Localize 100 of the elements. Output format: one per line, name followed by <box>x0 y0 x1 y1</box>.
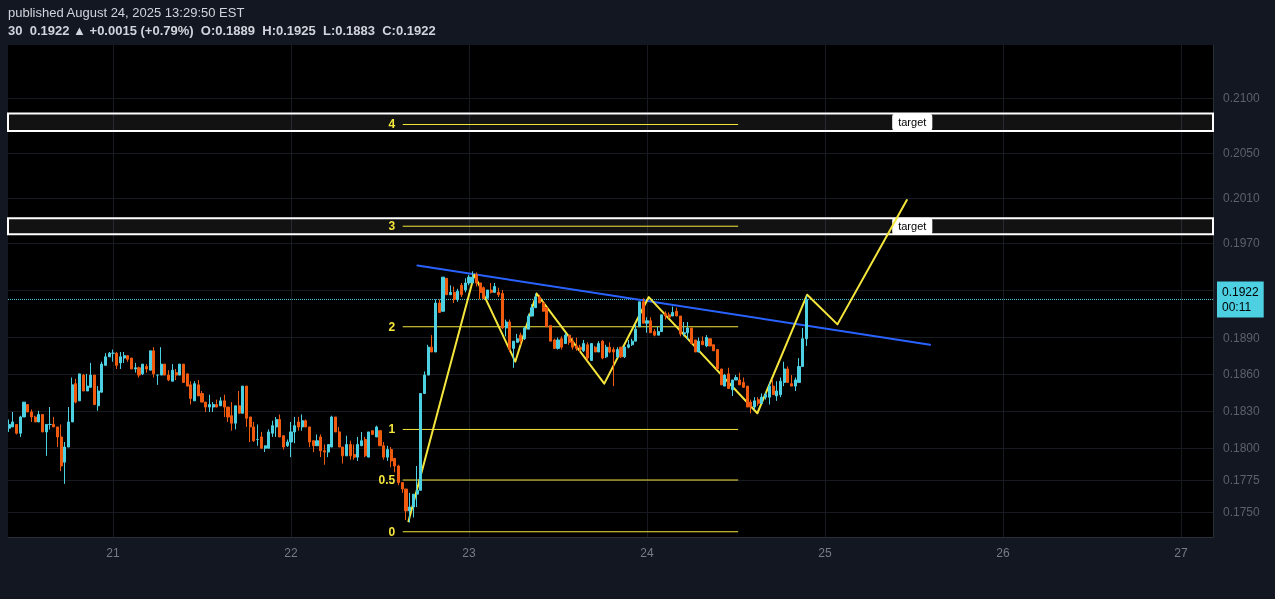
candlestick <box>642 297 645 324</box>
candlestick <box>234 405 237 430</box>
candlestick <box>119 351 122 370</box>
candlestick <box>664 310 667 321</box>
candlestick <box>375 425 378 438</box>
candlestick <box>193 380 196 402</box>
candlestick <box>731 379 734 397</box>
candlestick <box>386 445 389 462</box>
y-tick-label: 0.2100 <box>1223 91 1261 106</box>
candlestick <box>171 363 174 382</box>
candlestick <box>275 416 278 438</box>
candlestick <box>560 335 563 351</box>
candlestick <box>260 431 263 449</box>
candlestick <box>137 366 141 379</box>
candlestick <box>671 306 674 317</box>
candlestick <box>256 423 259 447</box>
series-label: 1 <box>388 422 396 437</box>
candlestick <box>345 435 348 457</box>
band-label: target <box>898 116 927 129</box>
candlestick <box>686 321 689 341</box>
candlestick <box>241 385 244 414</box>
y-tick-label: 0.1775 <box>1223 473 1261 488</box>
x-tick-label: 24 <box>640 546 654 560</box>
candlestick <box>490 282 493 295</box>
candlestick <box>597 340 600 353</box>
candlestick <box>638 301 641 328</box>
candlestick <box>130 357 133 370</box>
series-label: 0 <box>388 524 396 539</box>
candlestick <box>619 346 623 359</box>
y-tick-label: 0.2010 <box>1223 190 1261 205</box>
candlestick <box>775 380 778 402</box>
candlestick <box>223 394 226 418</box>
ref-line-label: 0.1922 00:11 <box>1222 284 1260 314</box>
y-tick-label: 0.1800 <box>1223 441 1261 456</box>
y-tick-label: 0.1830 <box>1223 403 1261 418</box>
candlestick <box>649 316 652 334</box>
candlestick <box>605 344 608 359</box>
candlestick <box>60 423 63 472</box>
candlestick <box>556 337 560 351</box>
candlestick <box>445 277 448 296</box>
x-tick-label: 21 <box>106 546 121 560</box>
y-tick-label: 0.2050 <box>1223 146 1261 161</box>
candlestick <box>612 346 615 387</box>
series-label: 2 <box>388 319 396 334</box>
candlestick <box>683 321 686 337</box>
candlestick <box>701 335 704 346</box>
candlestick <box>760 392 763 404</box>
candlestick <box>786 366 789 383</box>
candlestick <box>297 416 300 432</box>
x-tick-label: 23 <box>462 546 476 560</box>
candlestick <box>41 413 44 433</box>
candlestick <box>738 372 741 386</box>
candlestick <box>364 436 367 458</box>
candlestick <box>78 373 81 402</box>
x-tick-label: 27 <box>1174 546 1188 560</box>
series-label: 0.5 <box>378 473 396 488</box>
candlestick <box>616 346 619 359</box>
candlestick <box>208 394 211 413</box>
candlestick <box>349 440 352 461</box>
candlestick <box>145 363 148 374</box>
candlestick <box>586 341 589 361</box>
candlestick <box>564 332 567 345</box>
candlestick <box>11 411 14 428</box>
text: published August 24, 2025 13:29:50 EST <box>8 5 245 20</box>
candlestick <box>371 430 374 435</box>
candlestick <box>182 363 185 383</box>
x-tick-label: 25 <box>818 546 832 560</box>
candlestick <box>111 349 115 363</box>
candlestick <box>315 433 319 447</box>
candlestick <box>115 351 118 370</box>
candlestick <box>238 390 241 414</box>
candlestick <box>790 374 793 387</box>
candlestick <box>289 421 293 458</box>
candlestick <box>367 431 370 458</box>
candlestick <box>230 401 233 432</box>
y-tick-label: 0.1860 <box>1223 366 1261 381</box>
candlestick <box>74 378 77 404</box>
candlestick <box>390 446 393 468</box>
x-tick-label: 26 <box>996 546 1010 560</box>
candlestick <box>772 379 775 396</box>
candlestick <box>568 334 571 346</box>
candlestick <box>219 396 222 407</box>
candlestick <box>668 311 671 319</box>
candlestick <box>723 373 726 387</box>
candlestick <box>508 319 511 353</box>
candlestick <box>430 334 433 353</box>
candlestick <box>757 396 760 407</box>
candlestick <box>464 277 467 293</box>
candlestick <box>15 423 18 435</box>
candlestick <box>152 346 155 379</box>
candlestick <box>149 350 152 371</box>
candlestick <box>37 410 40 423</box>
y-tick-label: 0.1890 <box>1223 330 1261 345</box>
candlestick <box>460 282 463 298</box>
candlestick <box>89 362 92 388</box>
candlestick <box>501 289 504 330</box>
candlestick <box>753 396 756 411</box>
candlestick <box>768 381 771 406</box>
candlestick <box>590 343 593 361</box>
candlestick <box>82 373 85 392</box>
